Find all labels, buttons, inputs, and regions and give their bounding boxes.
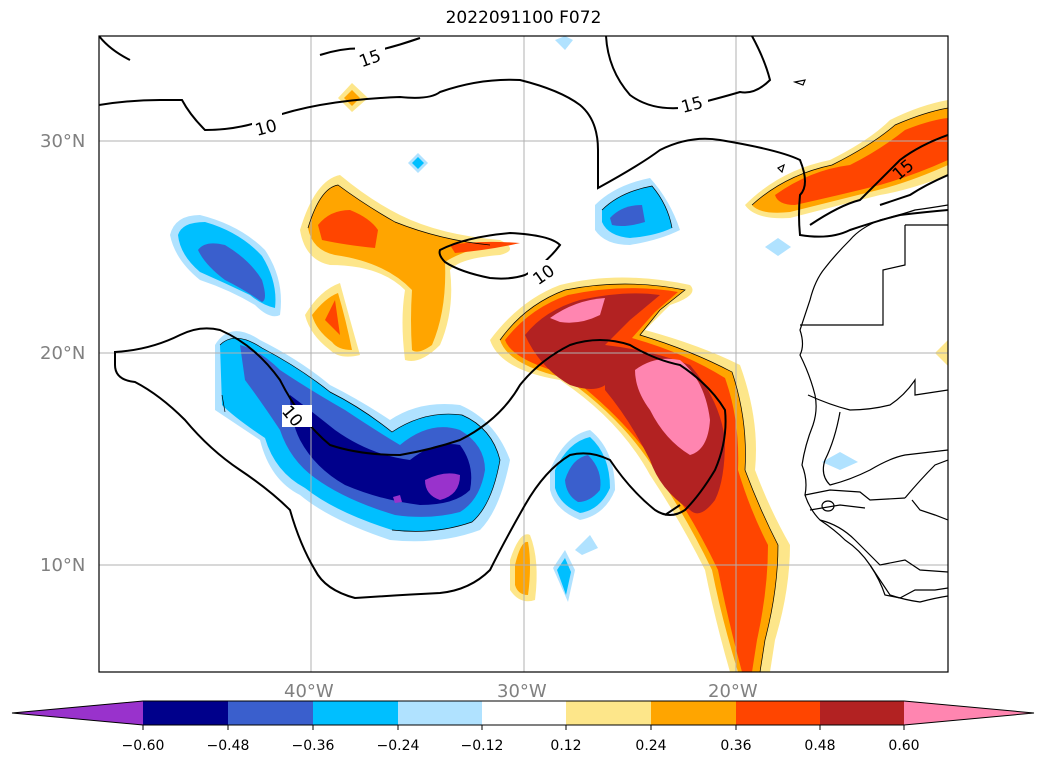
colorbar-swatch <box>12 701 143 725</box>
colorbar-tick-label: −0.24 <box>376 738 420 754</box>
lon-label-20w: 20°W <box>708 681 758 702</box>
colorbar-tick-label: −0.60 <box>121 738 165 754</box>
anomaly-outlines <box>219 107 948 672</box>
negative-anomaly-shading <box>170 36 858 602</box>
coastlines <box>776 79 948 603</box>
map-frame <box>98 35 949 673</box>
lon-label-30w: 30°W <box>497 681 547 702</box>
colorbar-tick-label: −0.48 <box>206 738 250 754</box>
colorbar-tick-label: 0.60 <box>888 738 920 754</box>
map-area: 15 15 10 10 10 15 <box>99 36 948 672</box>
colorbar-tick-label: −0.12 <box>460 738 504 754</box>
colorbar-tick-label: 0.48 <box>804 738 836 754</box>
lat-label-30n: 30°N <box>40 131 86 152</box>
colorbar-swatch <box>736 701 820 725</box>
contour-label-group: 15 15 10 10 10 15 <box>252 44 918 431</box>
colorbar-swatch <box>313 701 398 725</box>
colorbar-tick-label: −0.36 <box>291 738 335 754</box>
colorbar-tick-label: 0.36 <box>720 738 752 754</box>
colorbar-swatch <box>904 701 1034 725</box>
positive-anomaly-shading <box>300 83 948 672</box>
colorbar-swatch <box>398 701 482 725</box>
colorbar <box>11 700 1035 730</box>
map-title: 2022091100 F072 <box>445 8 602 28</box>
lon-label-40w: 40°W <box>284 681 334 702</box>
colorbar-tick-label: 0.12 <box>550 738 582 754</box>
gridlines <box>99 36 948 672</box>
colorbar-swatch <box>143 701 228 725</box>
colorbar-swatch <box>566 701 651 725</box>
colorbar-swatch <box>482 701 566 725</box>
colorbar-swatch <box>228 701 313 725</box>
lat-label-20n: 20°N <box>40 343 86 364</box>
colorbar-tick-label: 0.24 <box>635 738 667 754</box>
height-contours <box>99 36 948 600</box>
colorbar-swatch <box>820 701 904 725</box>
lat-label-10n: 10°N <box>40 555 86 576</box>
colorbar-swatch <box>651 701 736 725</box>
